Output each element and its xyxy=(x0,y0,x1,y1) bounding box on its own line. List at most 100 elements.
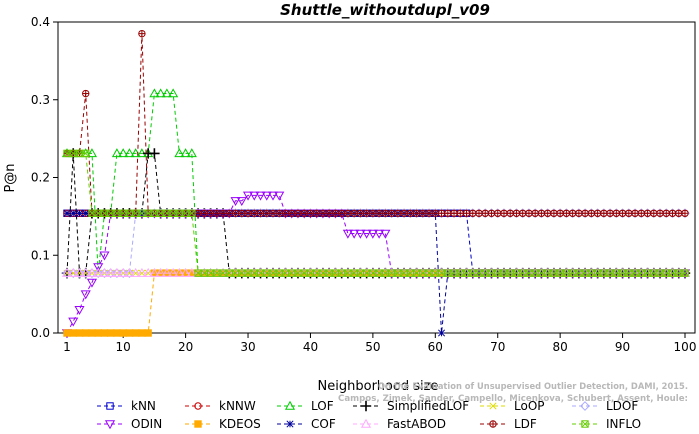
data-point xyxy=(431,209,440,217)
data-point xyxy=(100,329,109,337)
data-point xyxy=(312,209,321,217)
series-knn xyxy=(63,209,689,277)
data-point xyxy=(506,209,514,217)
data-point xyxy=(125,329,134,337)
data-point xyxy=(261,191,272,201)
data-point xyxy=(425,209,433,217)
data-point xyxy=(286,420,294,428)
data-point xyxy=(124,268,135,279)
data-point xyxy=(68,267,79,277)
legend: kNN kNNW LOF SimplifiedLOF LoOP LDOF ODIN KDEOS… xyxy=(97,399,641,431)
y-tick-label: 0.2 xyxy=(31,171,50,185)
legend-item-ldof: LDOF xyxy=(572,399,638,413)
data-point xyxy=(63,329,71,337)
data-point xyxy=(256,209,265,217)
data-point xyxy=(593,209,602,217)
data-point xyxy=(600,209,608,217)
series-group xyxy=(61,29,691,339)
data-point xyxy=(581,209,589,217)
legend-item-fastabod: FastABOD xyxy=(353,417,446,431)
data-point xyxy=(525,209,533,217)
data-point xyxy=(138,329,146,337)
x-tick-label: 80 xyxy=(553,340,568,354)
data-point xyxy=(194,402,202,410)
data-point xyxy=(380,229,391,239)
data-point xyxy=(631,209,639,217)
data-point xyxy=(269,209,277,217)
data-point xyxy=(643,209,652,217)
data-point xyxy=(74,267,85,277)
data-point xyxy=(374,229,385,239)
data-point xyxy=(381,209,390,217)
data-point xyxy=(161,88,172,98)
data-point xyxy=(469,209,477,217)
data-point xyxy=(668,209,677,217)
data-point xyxy=(111,148,122,158)
data-point xyxy=(168,267,179,277)
data-point xyxy=(68,317,79,327)
x-tick-label: 40 xyxy=(303,340,318,354)
data-point xyxy=(360,400,372,412)
data-point xyxy=(149,88,160,98)
legend-item-ldf: LDF xyxy=(480,417,537,431)
series-line xyxy=(67,272,685,334)
data-point xyxy=(186,148,197,158)
data-point xyxy=(294,209,302,217)
legend-item-simplifiedlof: SimplifiedLOF xyxy=(353,399,469,413)
data-point xyxy=(475,209,483,217)
data-point xyxy=(138,29,146,38)
x-axis-title: Neighborhood size xyxy=(318,379,439,394)
data-point xyxy=(550,209,558,217)
data-point xyxy=(131,329,140,337)
data-point xyxy=(456,209,464,217)
data-point xyxy=(462,209,471,217)
legend-label: LoOP xyxy=(514,399,545,413)
data-point xyxy=(136,267,147,277)
data-point xyxy=(568,209,577,217)
data-point xyxy=(580,401,590,411)
data-point xyxy=(531,209,539,217)
data-point xyxy=(80,267,91,277)
data-point xyxy=(337,209,346,217)
legend-item-cof: COF xyxy=(277,417,336,431)
legend-label: LOF xyxy=(311,399,334,413)
data-point xyxy=(149,267,160,277)
data-point xyxy=(213,209,221,217)
data-point xyxy=(500,209,508,217)
x-tick-label: 1 xyxy=(63,340,71,354)
data-point xyxy=(342,229,353,239)
data-point xyxy=(367,229,378,239)
legend-item-knnw: kNNW xyxy=(185,399,256,413)
data-point xyxy=(194,420,202,428)
data-point xyxy=(236,197,247,207)
data-point xyxy=(362,209,371,217)
y-tick-label: 0.0 xyxy=(31,326,50,340)
data-point xyxy=(350,209,358,217)
legend-label: kNNW xyxy=(219,399,256,413)
data-point xyxy=(481,209,489,217)
data-point xyxy=(69,209,77,217)
data-point xyxy=(93,267,104,277)
legend-label: kNN xyxy=(131,399,156,413)
data-point xyxy=(681,209,689,217)
data-point xyxy=(319,209,327,217)
data-point xyxy=(361,229,372,239)
x-tick-label: 100 xyxy=(674,340,697,354)
series-line xyxy=(67,212,685,274)
data-point xyxy=(75,329,84,337)
data-point xyxy=(74,305,85,315)
data-point xyxy=(206,209,215,217)
data-point xyxy=(375,209,383,217)
data-point xyxy=(575,209,583,217)
series-line xyxy=(67,212,685,274)
data-point xyxy=(267,191,279,201)
data-point xyxy=(255,191,266,201)
legend-item-odin: ODIN xyxy=(97,417,162,431)
data-point xyxy=(174,148,185,158)
data-point xyxy=(681,269,689,277)
data-point xyxy=(518,209,527,217)
legend-label: INFLO xyxy=(606,417,641,431)
data-point xyxy=(174,267,185,277)
x-tick-label: 60 xyxy=(428,340,443,354)
legend-label: KDEOS xyxy=(219,417,261,431)
